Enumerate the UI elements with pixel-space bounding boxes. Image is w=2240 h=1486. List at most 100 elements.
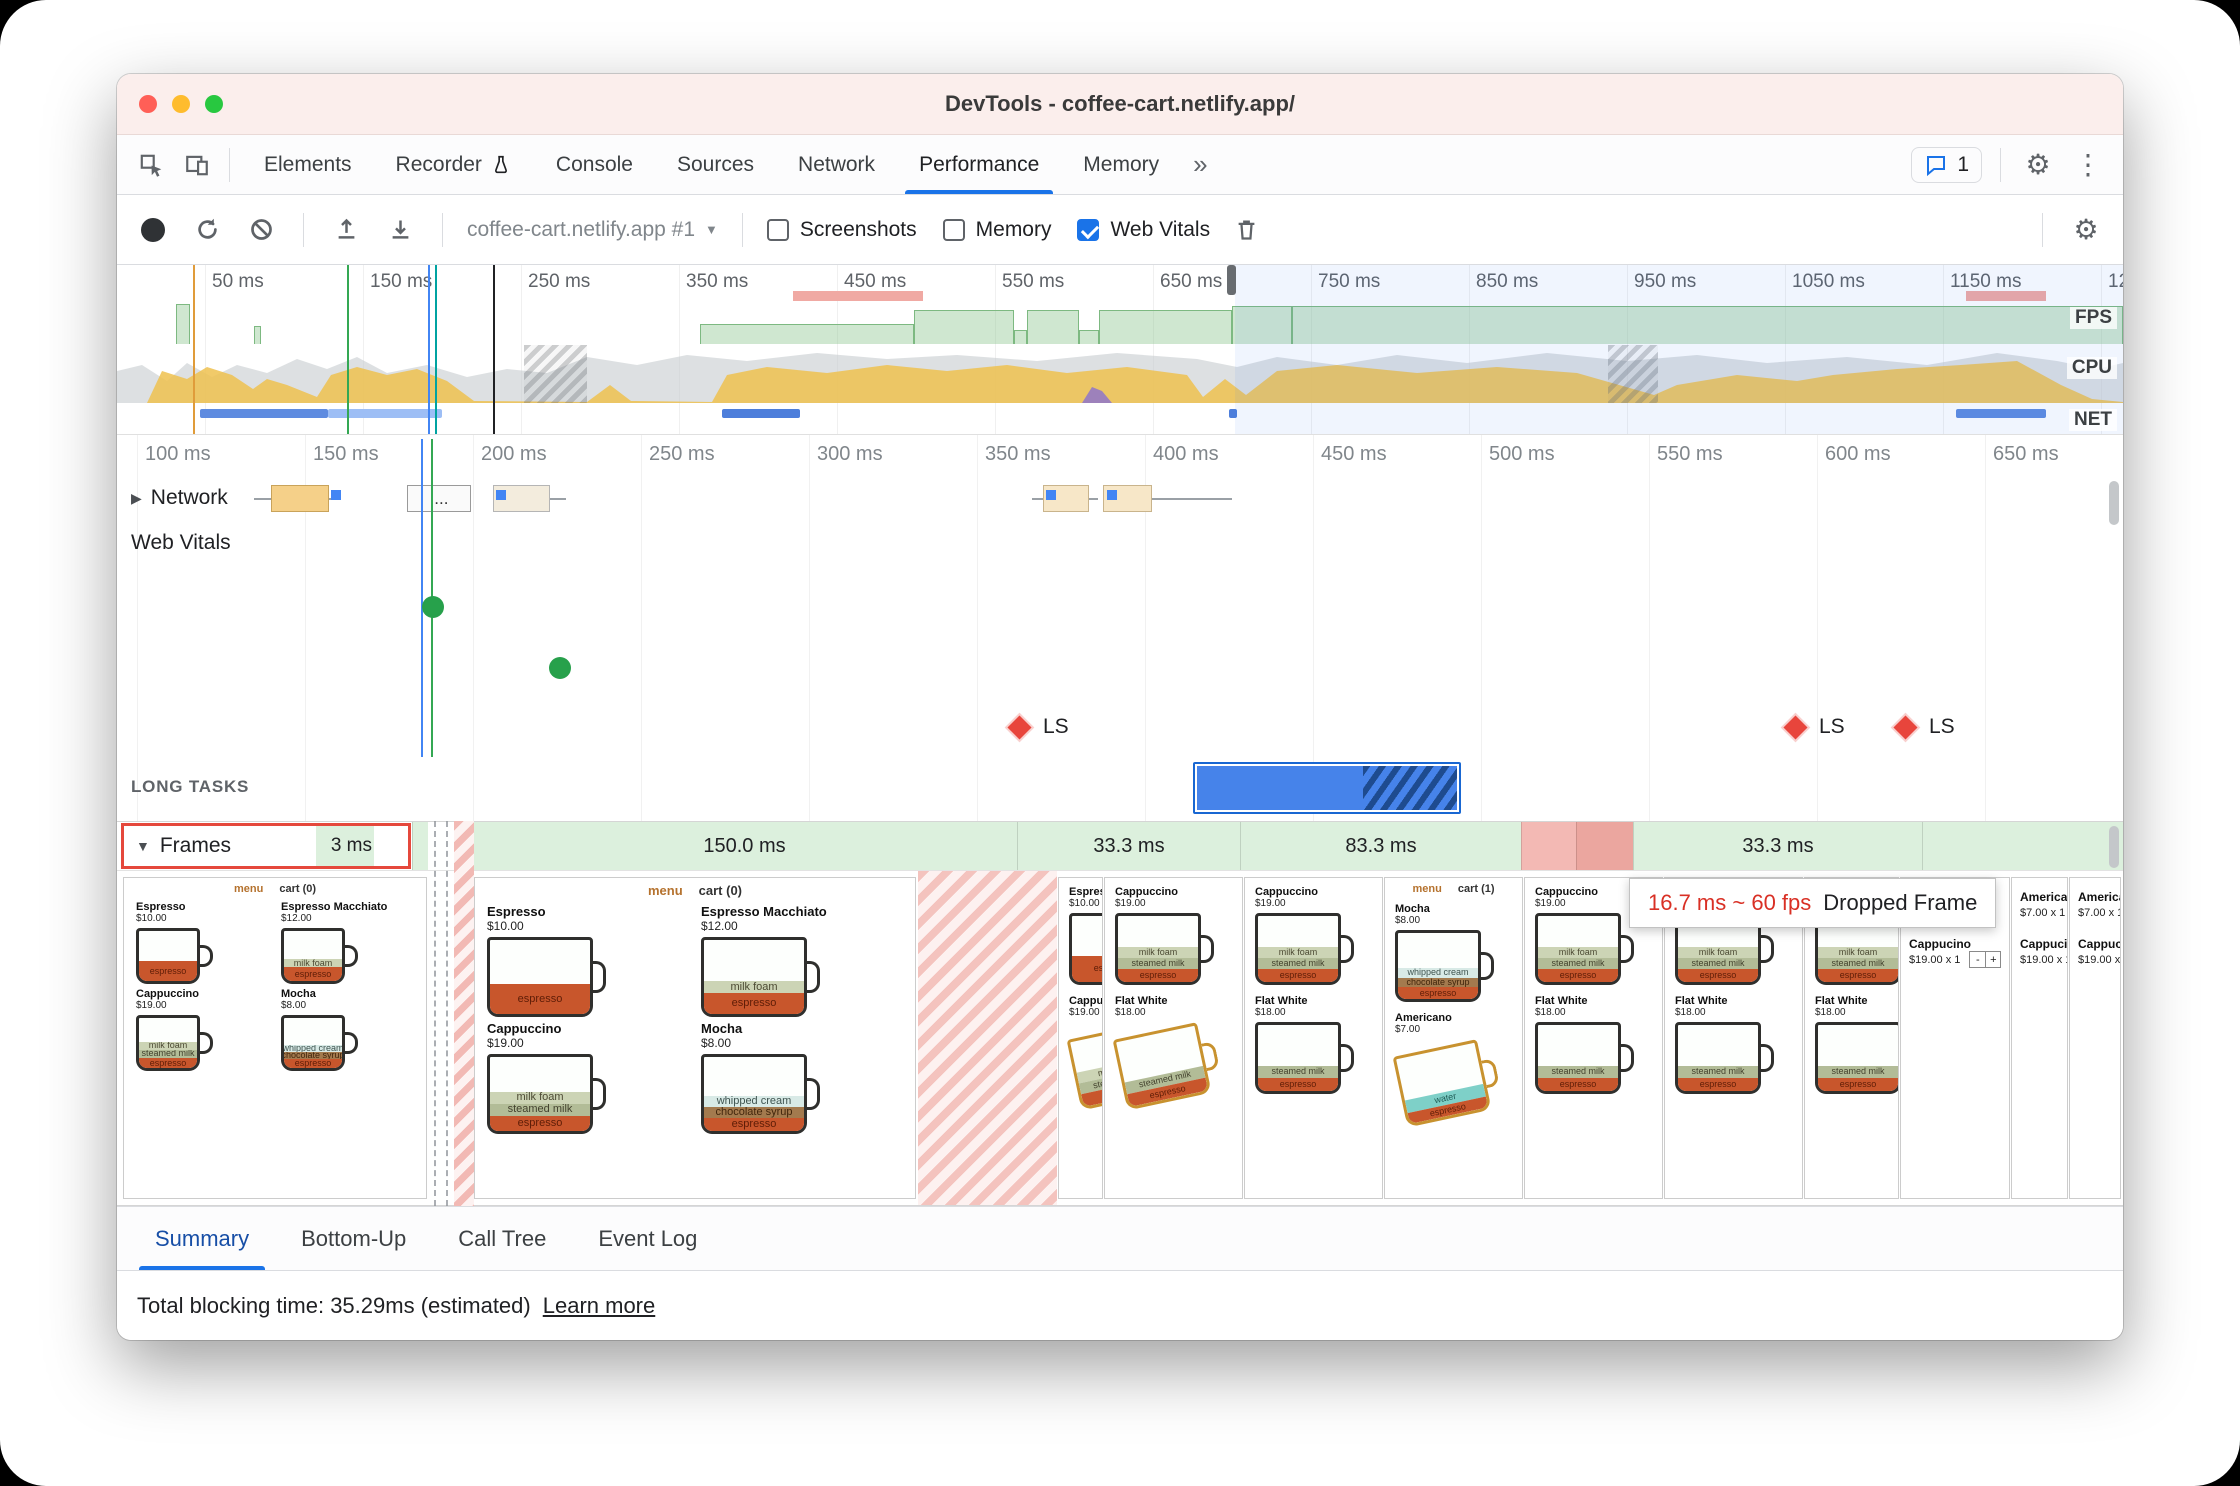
drawer-tab-event-log[interactable]: Event Log	[598, 1225, 698, 1251]
capture-settings-button[interactable]: ⚙	[2067, 211, 2105, 249]
reload-and-record-button[interactable]	[189, 212, 225, 248]
tabbar-right-icons: 1 ⚙ ⋮	[1911, 135, 2123, 194]
tooltip-text: Dropped Frame	[1823, 890, 1978, 915]
checkbox-memory[interactable]: Memory	[942, 218, 1051, 242]
product-price: $19.00	[487, 1036, 524, 1050]
web-vital-marker-dot[interactable]	[549, 657, 571, 679]
screenshot-page-header: menu cart (1)	[1385, 883, 1522, 895]
frame-segment[interactable]	[1521, 822, 1576, 870]
product-name: Flat White	[1255, 995, 1308, 1007]
filmstrip-screenshot[interactable]: Americano$7.00 x 1-+ Cappucino$19.00 x 1-…	[2011, 877, 2068, 1199]
gear-icon: ⚙	[2025, 149, 2051, 180]
product-price: $7.00	[1395, 1024, 1421, 1035]
frames-track-header-highlight[interactable]: ▼ Frames 3 ms	[121, 823, 411, 869]
cup-layer: milk foam	[490, 1091, 590, 1104]
frame-segment[interactable]	[1576, 822, 1633, 870]
drawer-tab-bottom-up[interactable]: Bottom-Up	[301, 1225, 407, 1251]
inspect-element-button[interactable]	[131, 145, 171, 185]
layout-shift-marker[interactable]: LS	[1893, 714, 1955, 740]
cart-item-row: Cappucino $19.00 x 1 -+	[1909, 937, 2002, 968]
frame-segment[interactable]: 150.0 ms	[471, 822, 1017, 870]
clear-recording-button[interactable]	[243, 212, 279, 248]
tab-sources[interactable]: Sources	[655, 135, 776, 194]
cart-item-qty: $19.00 x 1	[1909, 953, 1961, 966]
clear-icon	[250, 219, 272, 240]
checkbox-box[interactable]	[942, 218, 965, 241]
drawer-tab-summary[interactable]: Summary	[129, 1207, 275, 1270]
cup-handle	[200, 944, 213, 968]
network-request-bar[interactable]	[271, 485, 329, 512]
frame-segment[interactable]	[1922, 822, 2123, 870]
devtools-tabbar: Elements Recorder Console Sources Network Per…	[117, 135, 2123, 195]
screenshot-product-flat_white: Flat White $18.00 steamed milk espresso	[1112, 995, 1232, 1111]
minus-button: -	[1976, 953, 1980, 966]
history-dropdown[interactable]: coffee-cart.netlify.app #1 ▼	[467, 218, 718, 242]
tab-performance[interactable]: Performance	[897, 135, 1061, 194]
record-button[interactable]	[135, 212, 171, 248]
more-tabs-button[interactable]: »	[1193, 149, 1208, 179]
fps-bar	[1014, 330, 1027, 344]
checkbox-box[interactable]	[1077, 218, 1100, 241]
filmstrip-screenshot[interactable]: Espresso$10.00 espresso Cappuccino$19.00mi…	[1058, 877, 1103, 1199]
vertical-scrollbar-thumb[interactable]	[2109, 481, 2119, 525]
web-vital-marker-dot[interactable]	[422, 596, 444, 618]
close-button[interactable]	[139, 95, 157, 113]
network-request-bar[interactable]: I...	[407, 485, 471, 512]
zoom-button[interactable]	[205, 95, 223, 113]
overview-drag-handle[interactable]	[1227, 265, 1236, 295]
tab-memory[interactable]: Memory	[1061, 135, 1181, 194]
coffee-cup: espresso	[1069, 913, 1102, 985]
tab-recorder[interactable]: Recorder	[374, 135, 534, 194]
checkbox-box[interactable]	[766, 218, 789, 241]
network-track-header[interactable]: ▶ Network	[131, 486, 228, 510]
ruler-tick-label: 450 ms	[1321, 443, 1387, 465]
messages-badge[interactable]: 1	[1911, 146, 1982, 183]
toggle-device-toolbar-button[interactable]	[177, 145, 217, 185]
layout-shift-marker[interactable]: LS	[1783, 714, 1845, 740]
filmstrip-screenshot[interactable]: Americano$7.00 x 1-+ Cappucino$19.00 x 1-…	[2069, 877, 2121, 1199]
delete-recording-button[interactable]	[1228, 212, 1264, 248]
drawer-tab-call-tree[interactable]: Call Tree	[458, 1225, 547, 1251]
overview-tick-label: 350 ms	[686, 271, 749, 292]
overview-track[interactable]: 50 ms 150 ms 250 ms 350 ms 450 ms 550 ms 650 m…	[117, 265, 2123, 435]
tab-network[interactable]: Network	[776, 135, 897, 194]
filmstrip-screenshot[interactable]: menu cart (1) Mocha $8.00 whipped cream choco…	[1384, 877, 1523, 1199]
cup-layer: steamed milk	[1678, 957, 1758, 969]
frame-segment[interactable]: 83.3 ms	[1240, 822, 1521, 870]
frame-segment[interactable]: 33.3 ms	[1017, 822, 1240, 870]
main-menu-button[interactable]: ⋮	[2069, 146, 2107, 184]
learn-more-link[interactable]: Learn more	[542, 1292, 656, 1318]
fps-bar	[1232, 306, 1292, 344]
screenshot-menu-grid: Espresso $10.00 espresso Espresso Macchiato…	[475, 898, 915, 1140]
cup-layer: espresso	[1678, 968, 1758, 982]
load-profile-button[interactable]	[328, 212, 364, 248]
overview-row-label: FPS	[2070, 307, 2117, 329]
tab-elements[interactable]: Elements	[242, 135, 374, 194]
save-profile-button[interactable]	[382, 212, 418, 248]
minimize-button[interactable]	[172, 95, 190, 113]
overview-tick-label: 125	[2108, 271, 2123, 292]
overview-grid-line	[1311, 265, 1312, 434]
settings-button[interactable]: ⚙	[2019, 146, 2057, 184]
long-task-bar[interactable]	[1193, 762, 1461, 814]
filmstrip-screenshot[interactable]: menu cart (0) Espresso $10.00 espresso Espres…	[123, 877, 427, 1199]
checkbox-screenshots[interactable]: Screenshots	[766, 218, 917, 242]
tab-label: Console	[555, 152, 633, 176]
cup-layer: espresso	[284, 1059, 342, 1068]
frame-segment[interactable]: 33.3 ms	[1633, 822, 1922, 870]
frame-segment[interactable]	[412, 822, 428, 870]
tab-console[interactable]: Console	[534, 135, 655, 194]
layout-shift-marker[interactable]: LS	[1007, 714, 1069, 740]
separator	[2042, 212, 2043, 247]
filmstrip-screenshot[interactable]: menu cart (0) Espresso $10.00 espresso Espres…	[474, 877, 916, 1199]
overview-grid-line	[1627, 265, 1628, 434]
checkbox-web-vitals[interactable]: Web Vitals	[1077, 218, 1210, 242]
cup-handle	[1761, 934, 1774, 964]
vertical-scrollbar-thumb[interactable]	[2109, 826, 2119, 868]
